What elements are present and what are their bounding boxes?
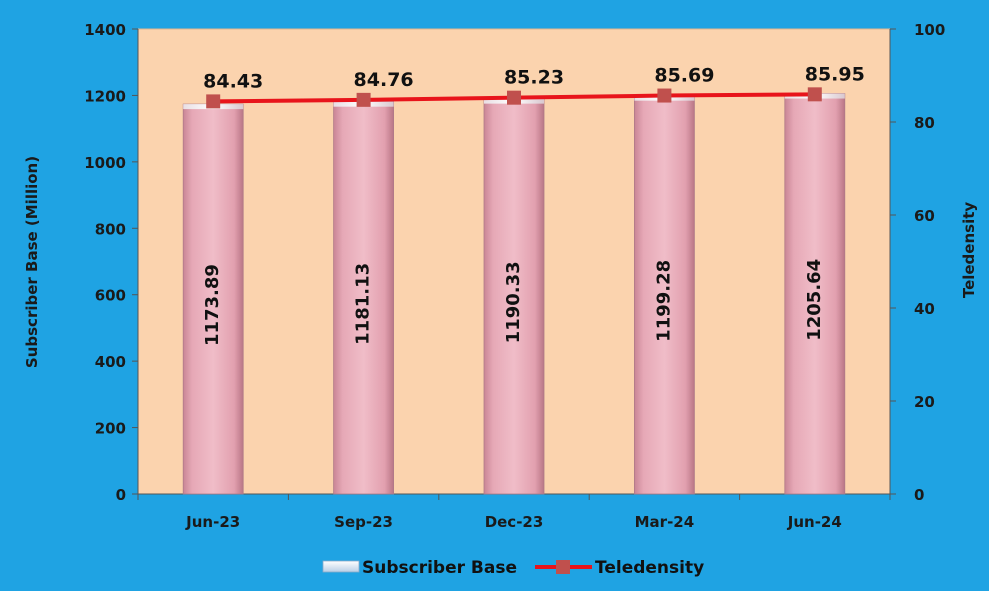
y-axis-left-tick-label: 0 (116, 486, 126, 504)
bar-value-label: 1199.28 (653, 260, 674, 342)
y-axis-left-title: Subscriber Base (Million) (23, 156, 41, 368)
y-axis-left-tick-label: 1000 (84, 154, 126, 172)
x-axis-tick-label: Jun-24 (787, 513, 842, 531)
x-axis-tick-label: Dec-23 (485, 513, 544, 531)
y-axis-right-title: Teledensity (960, 202, 978, 299)
teledensity-marker (206, 94, 221, 109)
bar-subscriber-base (182, 103, 244, 495)
x-axis-tick-label: Mar-24 (635, 513, 695, 531)
bar-subscriber-base (483, 98, 545, 495)
y-axis-right-tick-label: 80 (914, 114, 935, 132)
teledensity-data-label: 84.43 (203, 70, 263, 92)
legend-label-subscriber-base: Subscriber Base (362, 558, 517, 578)
teledensity-data-label: 85.95 (805, 63, 865, 85)
teledensity-marker (807, 87, 822, 102)
bars: 1173.89 1181.13 1190.33 1199.28 1205.64 (182, 93, 846, 495)
y-axis-left-tick-label: 400 (95, 353, 126, 371)
legend-item-teledensity: Teledensity (535, 558, 704, 578)
teledensity-data-label: 84.76 (354, 69, 414, 91)
teledensity-data-label: 85.23 (504, 67, 564, 89)
legend: Subscriber Base Teledensity (322, 558, 704, 578)
y-axis-left-tick-label: 1400 (84, 21, 126, 39)
x-axis-tick-label: Sep-23 (334, 513, 393, 531)
y-axis-right-tick-label: 40 (914, 300, 935, 318)
y-axis-right-tick-label: 0 (914, 486, 924, 504)
y-axis-left-tick-label: 800 (95, 220, 126, 238)
y-axis-left: 0 200 400 600 800 1000 1200 1400 (84, 21, 139, 504)
teledensity-line: 84.43 84.76 85.23 85.69 85.95 (203, 63, 865, 109)
bar-value-label: 1181.13 (353, 263, 374, 345)
teledensity-marker (356, 92, 371, 107)
y-axis-left-tick-label: 600 (95, 287, 126, 305)
teledensity-data-label: 85.69 (654, 65, 714, 87)
bar-value-label: 1190.33 (503, 261, 524, 343)
y-axis-right-tick-label: 20 (914, 393, 935, 411)
legend-swatch-teledensity-marker (556, 560, 570, 574)
y-axis-right-tick-label: 60 (914, 207, 935, 225)
y-axis-right: 0 20 40 60 80 100 (889, 21, 945, 504)
legend-swatch-subscriber-base (322, 560, 360, 573)
x-axis: Jun-23 Sep-23 Dec-23 Mar-24 Jun-24 (137, 493, 891, 531)
x-axis-tick-label: Jun-23 (185, 513, 240, 531)
bar-subscriber-base (333, 101, 395, 495)
bar-value-label: 1173.89 (202, 264, 223, 346)
bar-value-label: 1205.64 (804, 259, 825, 341)
legend-item-subscriber-base: Subscriber Base (322, 558, 517, 578)
y-axis-right-tick-label: 100 (914, 21, 945, 39)
teledensity-marker (657, 88, 672, 103)
y-axis-left-tick-label: 200 (95, 420, 126, 438)
legend-label-teledensity: Teledensity (595, 558, 704, 578)
teledensity-marker (507, 90, 521, 105)
bar-subscriber-base (784, 93, 846, 495)
bar-subscriber-base (634, 95, 695, 495)
y-axis-left-tick-label: 1200 (84, 87, 126, 105)
